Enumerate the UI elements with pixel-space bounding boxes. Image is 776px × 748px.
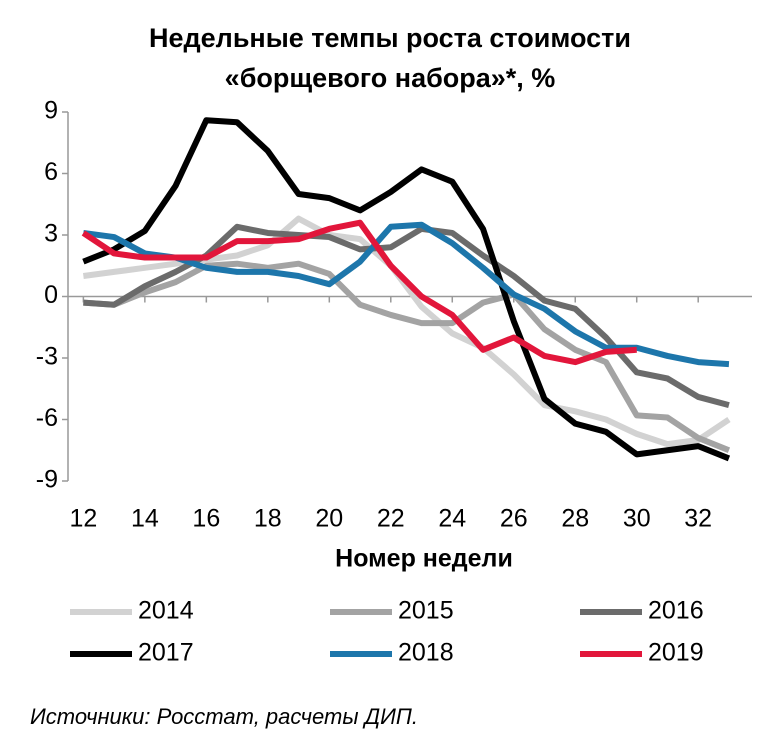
chart-title: «борщевого набора»*, % (225, 63, 556, 93)
x-tick-label: 22 (377, 505, 405, 533)
x-tick-label: 30 (623, 505, 651, 533)
y-tick-label: -6 (36, 404, 58, 432)
x-axis-label: Номер недели (335, 545, 513, 573)
source-note: Источники: Росстат, расчеты ДИП. (30, 704, 418, 729)
y-tick-label: -9 (36, 466, 58, 494)
legend-label: 2018 (398, 639, 454, 667)
legend-label: 2019 (648, 639, 704, 667)
series-line (81, 219, 637, 366)
series-line (82, 117, 731, 462)
legend-label: 2015 (398, 597, 454, 625)
legend-label: 2014 (138, 597, 194, 625)
x-tick-label: 24 (438, 505, 466, 533)
y-tick-label: 6 (44, 158, 58, 186)
x-tick-label: 16 (192, 505, 220, 533)
x-tick-label: 20 (315, 505, 343, 533)
x-tick-label: 18 (254, 505, 282, 533)
y-tick-label: 3 (44, 220, 58, 248)
series-line (83, 260, 731, 454)
x-tick-label: 28 (561, 505, 589, 533)
x-tick-label: 12 (69, 505, 97, 533)
x-tick-label: 26 (500, 505, 528, 533)
y-tick-label: 9 (44, 97, 58, 125)
series-line (82, 221, 730, 368)
x-tick-label: 32 (684, 505, 712, 533)
y-tick-label: 0 (44, 281, 58, 309)
y-tick-label: -3 (36, 343, 58, 371)
legend-label: 2016 (648, 597, 704, 625)
chart-title: Недельные темпы роста стоимости (149, 23, 631, 53)
x-tick-label: 14 (131, 505, 159, 533)
legend-label: 2017 (138, 639, 194, 667)
